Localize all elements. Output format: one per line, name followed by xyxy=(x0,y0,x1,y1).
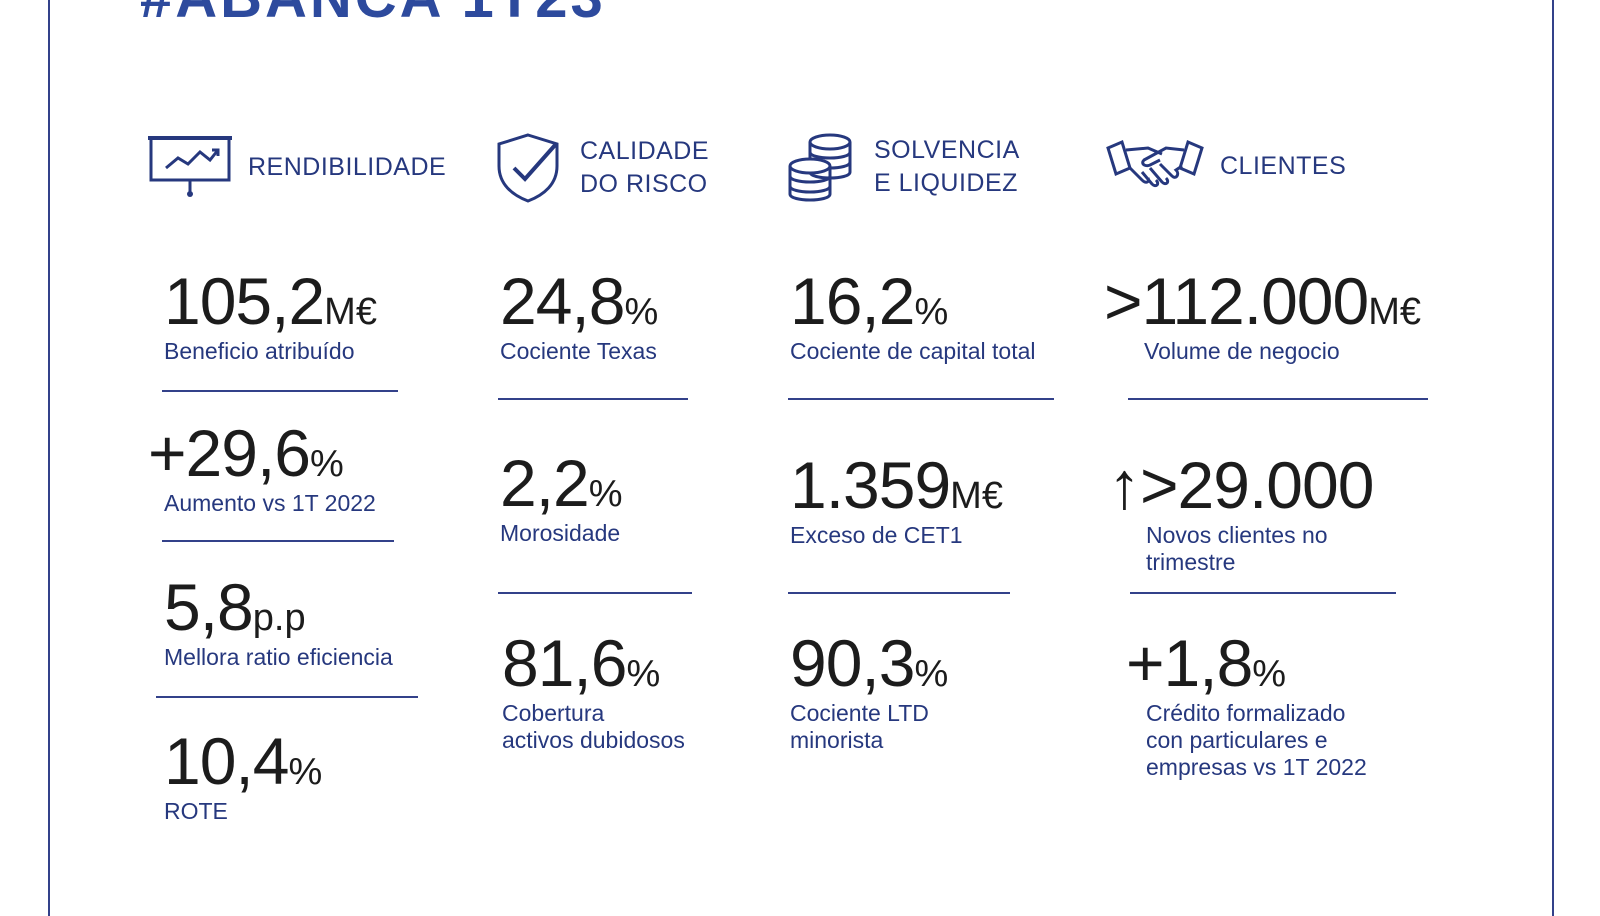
stat-unit: % xyxy=(914,653,949,695)
stat-value: 2,2 xyxy=(500,446,590,520)
stat-volume: >112.000M€ Volume de negocio xyxy=(1104,268,1421,365)
divider xyxy=(1130,592,1396,594)
divider xyxy=(788,592,1010,594)
coins-stack-icon xyxy=(786,132,854,202)
stat-caption: Aumento vs 1T 2022 xyxy=(164,490,376,516)
stat-value: 24,8 xyxy=(500,264,625,338)
stat-cobertura: 81,6% Cobertura activos dubidosos xyxy=(502,630,685,754)
stat-unit: p.p xyxy=(252,597,306,639)
stat-unit: % xyxy=(588,473,623,515)
stat-caption: Cociente LTD minorista xyxy=(790,700,929,753)
clientes-header: CLIENTES xyxy=(1106,138,1346,194)
stat-unit: % xyxy=(288,751,323,793)
stat-value: +1,8 xyxy=(1126,626,1253,700)
shield-check-icon xyxy=(494,132,562,204)
solvencia-label: SOLVENCIA E LIQUIDEZ xyxy=(874,136,1020,197)
stat-unit: % xyxy=(1252,653,1287,695)
stat-value: 105,2 xyxy=(164,264,325,338)
stat-value: 5,8 xyxy=(164,570,254,644)
stat-value: 90,3 xyxy=(790,626,915,700)
handshake-icon xyxy=(1106,138,1204,194)
stat-capital: 16,2% Cociente de capital total xyxy=(790,268,1036,365)
stat-caption: Cociente de capital total xyxy=(790,338,1036,364)
divider xyxy=(498,592,692,594)
divider xyxy=(788,398,1054,400)
stat-unit: % xyxy=(914,291,949,333)
divider xyxy=(156,696,418,698)
stat-unit: M€ xyxy=(950,475,1003,517)
divider xyxy=(498,398,688,400)
stat-ltd: 90,3% Cociente LTD minorista xyxy=(790,630,948,754)
clientes-label: CLIENTES xyxy=(1220,151,1347,180)
stat-caption: Novos clientes no trimestre xyxy=(1146,522,1328,575)
rendibilidade-label: RENDIBILIDADE xyxy=(248,152,447,181)
stat-novos-clientes: ↑>29.000 Novos clientes no trimestre xyxy=(1108,452,1374,576)
page-title: #ABANCA 1T23 xyxy=(140,0,606,31)
stat-caption: Morosidade xyxy=(500,520,621,546)
stat-unit: % xyxy=(626,653,661,695)
stat-value: ↑>29.000 xyxy=(1108,448,1374,522)
stat-cet1: 1.359M€ Exceso de CET1 xyxy=(790,452,1003,549)
stat-beneficio: 105,2M€ Beneficio atribuído xyxy=(164,268,377,365)
rendibilidade-header: RENDIBILIDADE xyxy=(148,134,446,200)
page-frame xyxy=(48,0,1554,916)
stat-morosidade: 2,2% Morosidade xyxy=(500,450,623,547)
stat-value: 81,6 xyxy=(502,626,627,700)
calidade-label: CALIDADE DO RISCO xyxy=(580,137,710,198)
stat-value: +29,6 xyxy=(148,416,311,490)
stat-rote: 10,4% ROTE xyxy=(164,728,322,825)
stat-caption: ROTE xyxy=(164,798,228,824)
divider xyxy=(162,540,394,542)
stat-unit: % xyxy=(624,291,659,333)
stat-value: 1.359 xyxy=(790,448,951,522)
stat-eficiencia: 5,8p.p Mellora ratio eficiencia xyxy=(164,574,393,671)
stat-caption: Cobertura activos dubidosos xyxy=(502,700,685,753)
solvencia-header: SOLVENCIA E LIQUIDEZ xyxy=(786,132,1020,202)
stat-aumento: +29,6% Aumento vs 1T 2022 xyxy=(148,420,376,517)
presentation-chart-icon xyxy=(148,134,232,200)
divider xyxy=(1128,398,1428,400)
stat-value: 10,4 xyxy=(164,724,289,798)
stat-unit: % xyxy=(310,443,344,485)
stat-unit: M€ xyxy=(1368,291,1422,333)
stat-value: 16,2 xyxy=(790,264,915,338)
stat-caption: Mellora ratio eficiencia xyxy=(164,644,393,670)
stat-caption: Exceso de CET1 xyxy=(790,522,963,548)
stat-unit: M€ xyxy=(324,291,377,333)
stat-value: >112.000 xyxy=(1104,264,1369,338)
stat-credito: +1,8% Crédito formalizado con particular… xyxy=(1126,630,1367,781)
stat-texas: 24,8% Cociente Texas xyxy=(500,268,658,365)
stat-caption: Volume de negocio xyxy=(1144,338,1340,364)
stat-caption: Beneficio atribuído xyxy=(164,338,355,364)
calidade-header: CALIDADE DO RISCO xyxy=(494,132,709,204)
stat-caption: Crédito formalizado con particulares e e… xyxy=(1146,700,1367,780)
stat-caption: Cociente Texas xyxy=(500,338,657,364)
divider xyxy=(162,390,398,392)
